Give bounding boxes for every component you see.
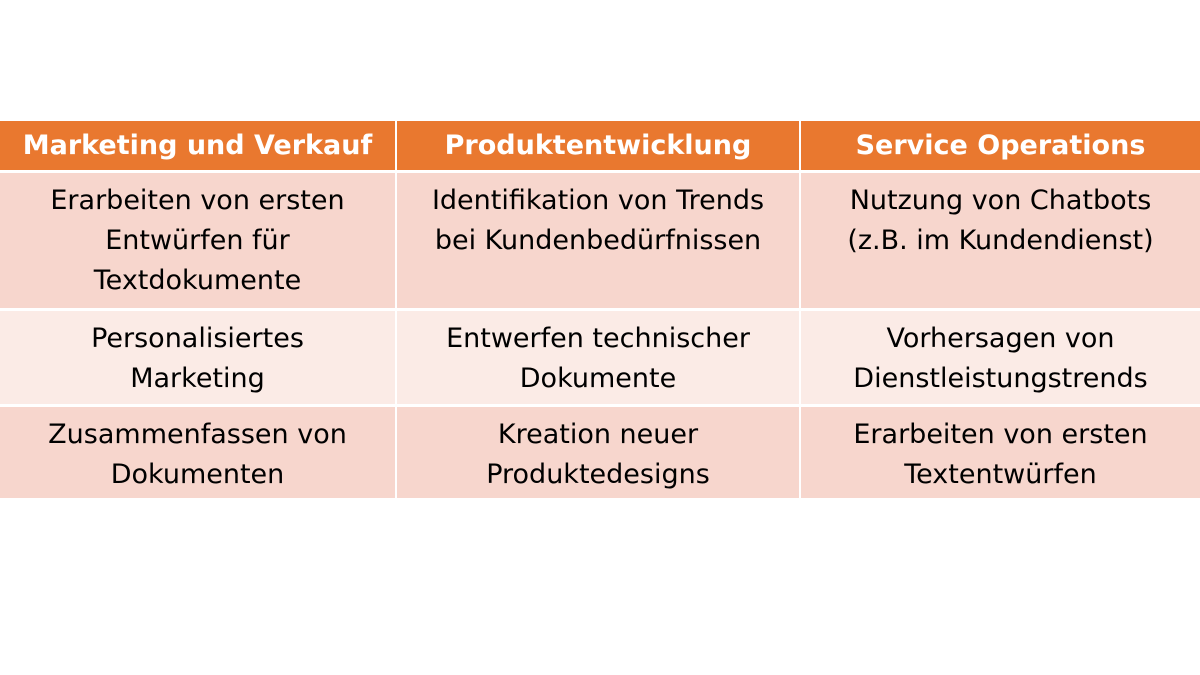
cell-text: Personalisiertes Marketing	[91, 323, 304, 394]
use-case-table: Marketing und Verkauf Produktentwicklung…	[0, 121, 1200, 501]
column-header-marketing: Marketing und Verkauf	[0, 121, 397, 173]
table-cell: Zusammenfassen von Dokumenten	[0, 407, 397, 501]
cell-text: Zusammenfassen von Dokumenten	[48, 419, 347, 490]
cell-text: Erarbeiten von ersten Textentwürfen	[853, 419, 1148, 490]
table-cell: Personalisiertes Marketing	[0, 311, 397, 407]
table-cell: Nutzung von Chatbots (z.B. im Kundendien…	[801, 173, 1200, 311]
column-header-service-operations: Service Operations	[801, 121, 1200, 173]
table-cell: Entwerfen technischer Dokumente	[397, 311, 801, 407]
column-header-product-development: Produktentwicklung	[397, 121, 801, 173]
table-cell: Vorhersagen von Dienstleistungstrends	[801, 311, 1200, 407]
table-cell: Erarbeiten von ersten Textentwürfen	[801, 407, 1200, 501]
table-cell: Identifikation von Trends bei Kundenbedü…	[397, 173, 801, 311]
column-header-label: Service Operations	[855, 129, 1146, 161]
cell-text: Vorhersagen von Dienstleistungstrends	[853, 323, 1148, 394]
table-cell: Erarbeiten von ersten Entwürfen für Text…	[0, 173, 397, 311]
cell-text: Erarbeiten von ersten Entwürfen für Text…	[50, 185, 345, 296]
table-cell: Kreation neuer Produktedesigns	[397, 407, 801, 501]
cell-text: Kreation neuer Produktedesigns	[486, 419, 710, 490]
column-header-label: Produktentwicklung	[444, 129, 752, 161]
cell-text: Identifikation von Trends bei Kundenbedü…	[431, 185, 765, 256]
cell-text: Nutzung von Chatbots (z.B. im Kundendien…	[847, 185, 1154, 256]
cell-text: Entwerfen technischer Dokumente	[446, 323, 750, 394]
column-header-label: Marketing und Verkauf	[22, 129, 373, 161]
